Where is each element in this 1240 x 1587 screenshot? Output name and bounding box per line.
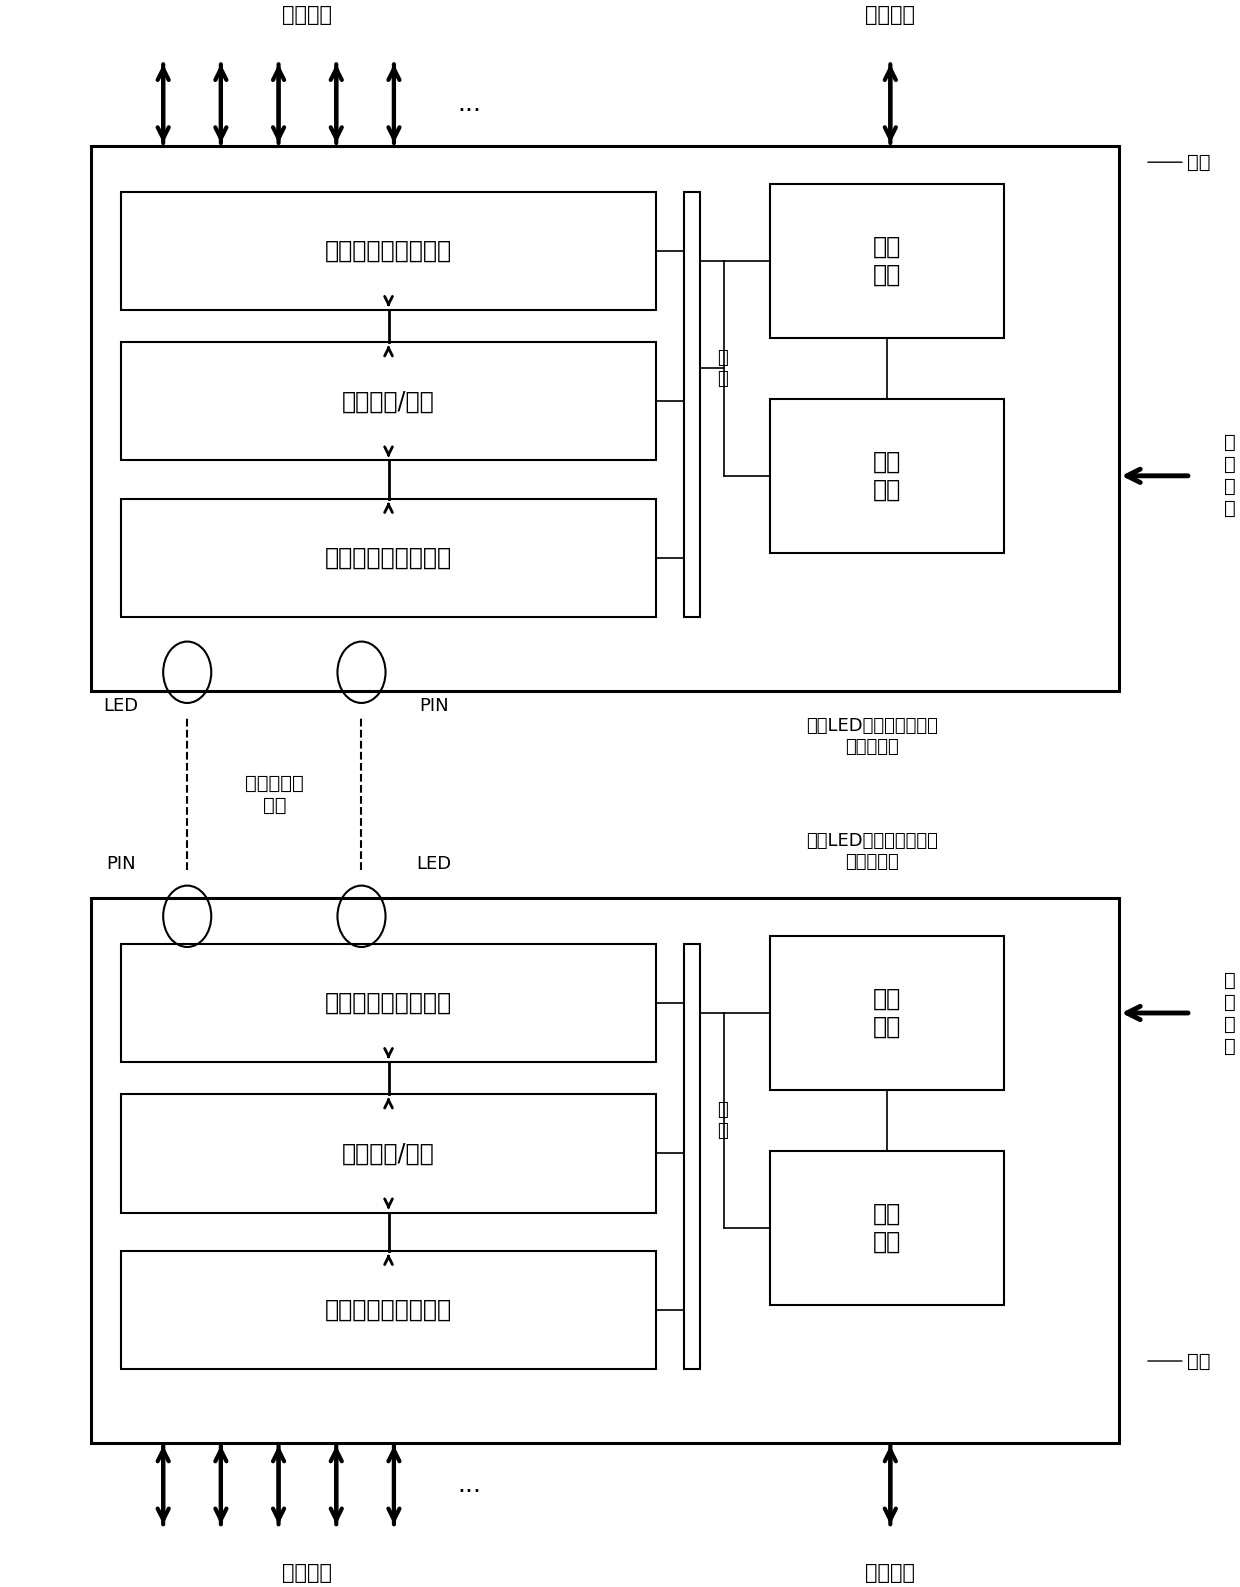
Text: ...: ... [458,1473,481,1497]
Text: 数据综合/分发: 数据综合/分发 [342,1141,435,1165]
Text: 多通道异构接口适配: 多通道异构接口适配 [325,1298,453,1322]
FancyBboxPatch shape [122,192,656,309]
Text: LED: LED [104,697,139,716]
FancyBboxPatch shape [91,898,1118,1443]
FancyBboxPatch shape [770,936,1004,1090]
Text: 主控
模块: 主控 模块 [873,235,901,287]
Text: 外壳: 外壳 [1187,1352,1210,1371]
FancyBboxPatch shape [683,944,701,1370]
FancyBboxPatch shape [122,1095,656,1212]
FancyBboxPatch shape [122,343,656,460]
FancyBboxPatch shape [770,1151,1004,1305]
Text: 主控
模块: 主控 模块 [873,1201,901,1254]
Text: 通信接口: 通信接口 [283,5,332,25]
FancyBboxPatch shape [770,398,1004,552]
FancyBboxPatch shape [122,944,656,1062]
Text: PIN: PIN [419,697,449,716]
Text: 配置接口: 配置接口 [866,5,915,25]
Text: 管
理: 管 理 [717,1101,728,1139]
Text: 可见光通信
链路: 可见光通信 链路 [246,774,304,814]
FancyBboxPatch shape [770,184,1004,338]
Text: 通信接口: 通信接口 [283,1563,332,1584]
Text: 数据综合/分发: 数据综合/分发 [342,389,435,413]
Text: ...: ... [458,92,481,116]
Text: 管
理: 管 理 [717,349,728,387]
Text: LED: LED [417,855,451,873]
Text: 配置接口: 配置接口 [866,1563,915,1584]
Text: 外壳: 外壳 [1187,152,1210,171]
FancyBboxPatch shape [683,192,701,617]
Text: 可见光通信传输模块: 可见光通信传输模块 [325,990,453,1016]
Text: 电源
模块: 电源 模块 [873,451,901,501]
Text: PIN: PIN [107,855,136,873]
Text: 可见光通信传输模块: 可见光通信传输模块 [325,546,453,570]
FancyBboxPatch shape [122,498,656,617]
FancyBboxPatch shape [122,1251,656,1370]
Text: 基于LED可见光的光传输
数据综合器: 基于LED可见光的光传输 数据综合器 [806,717,939,755]
Text: 多通道异构接口适配: 多通道异构接口适配 [325,240,453,263]
Text: 供
电
接
口: 供 电 接 口 [1224,971,1236,1055]
Text: 电源
模块: 电源 模块 [873,987,901,1039]
FancyBboxPatch shape [91,146,1118,690]
Text: 基于LED可见光的光传输
数据综合器: 基于LED可见光的光传输 数据综合器 [806,833,939,871]
Text: 供
电
接
口: 供 电 接 口 [1224,433,1236,519]
